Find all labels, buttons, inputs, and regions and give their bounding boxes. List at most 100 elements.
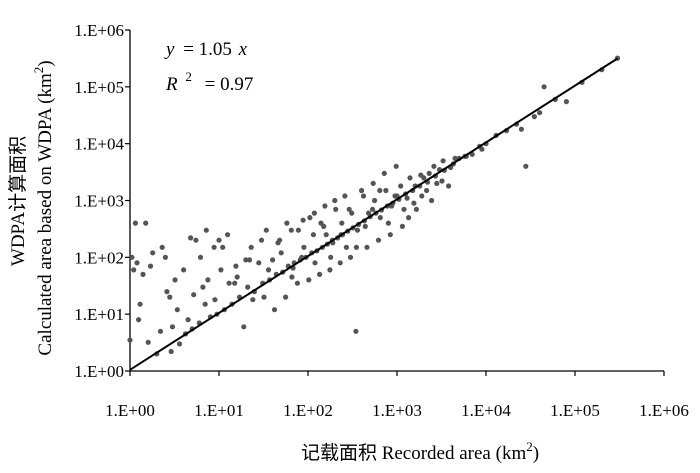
data-point — [211, 244, 217, 250]
data-point — [164, 289, 170, 295]
data-point — [411, 200, 417, 206]
data-point — [245, 284, 251, 290]
data-point — [278, 250, 284, 256]
data-point — [193, 237, 199, 243]
data-point — [537, 110, 543, 116]
data-point — [256, 260, 262, 266]
data-point — [523, 163, 529, 169]
data-point — [366, 210, 372, 216]
data-point — [131, 267, 137, 273]
data-point — [134, 260, 140, 266]
data-point — [322, 203, 328, 209]
data-point — [205, 277, 211, 283]
data-point — [283, 294, 289, 300]
data-point — [270, 257, 276, 263]
data-point — [143, 220, 149, 226]
data-point — [426, 170, 432, 176]
data-point — [311, 210, 317, 216]
data-point — [372, 197, 378, 204]
data-point — [246, 257, 253, 263]
data-point — [439, 178, 445, 184]
data-point — [381, 170, 387, 176]
data-point — [387, 232, 393, 238]
data-point — [150, 250, 156, 256]
data-point — [479, 146, 485, 152]
x-axis-title: 记载面积 Recorded area (km2) — [301, 439, 539, 464]
data-point — [321, 223, 327, 229]
data-point — [176, 341, 183, 347]
y-axis-ticks: 1.E+00 1.E+01 1.E+02 1.E+03 1.E+04 1.E+05 1.E+… — [74, 21, 130, 381]
data-point — [284, 220, 290, 226]
data-point — [339, 220, 345, 226]
data-point — [157, 328, 164, 334]
data-point — [369, 206, 376, 212]
data-point — [218, 267, 224, 273]
data-point — [406, 215, 412, 221]
data-point — [452, 155, 458, 161]
x-tick-label: 1.E+06 — [639, 401, 689, 420]
data-point — [349, 210, 355, 216]
data-point — [137, 301, 143, 307]
r-squared: R 2 = 0.97 — [165, 65, 253, 95]
data-point — [531, 114, 538, 120]
data-point — [413, 206, 419, 212]
data-point — [250, 297, 256, 303]
data-point — [370, 180, 376, 186]
data-point — [332, 197, 338, 204]
y-tick-label: 1.E+06 — [74, 21, 124, 40]
data-point — [337, 260, 343, 266]
data-point — [168, 348, 174, 355]
y-tick-label: 1.E+02 — [74, 248, 124, 267]
data-point — [312, 260, 318, 266]
y-tick-label: 1.E+05 — [74, 78, 124, 97]
data-point — [129, 254, 135, 260]
y-axis-title-line1: WDPA计算面积 — [7, 136, 29, 266]
data-point — [295, 227, 301, 233]
data-point — [431, 163, 437, 169]
data-point — [434, 180, 440, 186]
data-point — [392, 193, 398, 199]
data-point — [364, 244, 370, 250]
scatter-points — [127, 55, 621, 357]
data-point — [541, 84, 547, 90]
data-point — [289, 274, 295, 280]
data-point — [346, 206, 352, 212]
data-point — [145, 339, 151, 345]
data-point — [233, 263, 239, 269]
data-point — [263, 227, 269, 233]
x-tick-label: 1.E+02 — [283, 401, 333, 420]
data-point — [288, 227, 294, 233]
data-point — [375, 237, 382, 243]
data-point — [265, 267, 272, 273]
data-point — [136, 317, 142, 323]
y-tick-label: 1.E+01 — [74, 305, 124, 324]
fit-line — [129, 57, 619, 371]
x-tick-label: 1.E+01 — [194, 401, 244, 420]
data-point — [132, 220, 138, 226]
data-point — [419, 193, 425, 199]
data-point — [377, 215, 383, 221]
data-point — [398, 183, 404, 189]
data-point — [226, 280, 232, 286]
x-tick-label: 1.E+03 — [372, 401, 422, 420]
data-point — [174, 307, 180, 313]
data-point — [310, 232, 316, 238]
x-tick-label: 1.E+05 — [550, 401, 600, 420]
y-tick-label: 1.E+03 — [74, 192, 124, 211]
data-point — [401, 206, 407, 212]
data-point — [353, 328, 359, 334]
data-point — [343, 244, 349, 250]
data-point — [220, 244, 226, 250]
data-point — [353, 244, 359, 250]
data-point — [307, 215, 313, 221]
data-point — [317, 271, 323, 277]
data-point — [385, 220, 391, 226]
data-point — [301, 244, 307, 250]
data-point — [216, 237, 222, 243]
data-point — [172, 277, 178, 283]
data-point — [261, 294, 267, 300]
data-point — [248, 244, 254, 250]
data-point — [393, 163, 399, 169]
data-point — [159, 244, 165, 250]
